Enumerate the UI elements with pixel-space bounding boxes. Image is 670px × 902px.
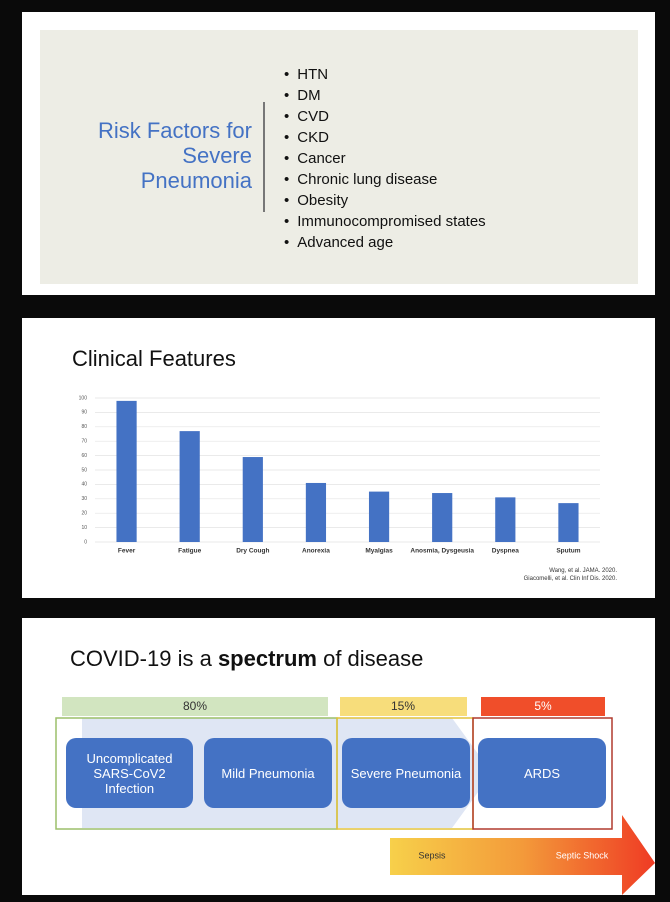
percent-label: 5% [534,699,552,713]
list-item: • Chronic lung disease [284,169,486,190]
bullet: • [284,234,290,251]
title-part: COVID-19 is a [70,646,218,671]
item-text: CVD [297,108,329,125]
bullet: • [284,213,290,230]
title-part: of disease [316,646,424,671]
bullet: • [284,66,290,83]
stage-box [204,738,332,808]
x-tick-label: Anorexia [302,548,330,555]
item-text: Immunocompromised states [297,213,486,230]
list-item: • Obesity [284,190,486,211]
spectrum-diagram: 80% 15% 5% Sepsis Septic Shock [55,697,655,895]
bar [305,482,327,542]
bar [558,503,579,542]
stage-box [478,738,606,808]
slide-title: COVID-19 is a spectrum of disease [70,646,423,672]
bullet: • [284,171,290,188]
slide-title: Risk Factors for Severe Pneumonia [97,118,252,193]
item-text: CKD [297,129,329,146]
item-text: HTN [297,66,329,83]
percent-bar [62,697,328,716]
x-tick-label: Fatigue [178,548,201,555]
bar [368,491,390,542]
bullet: • [284,150,290,167]
slide-3: COVID-19 is a spectrum of disease 80% 15… [22,618,655,895]
list-item: • HTN [284,64,486,85]
bar [116,400,137,542]
bar [495,497,516,542]
percent-bar [340,697,467,716]
item-list: • HTN • DM • CVD • CKD • Cancer • Chronic lung dise… [284,64,486,253]
x-tick-label: Fever [118,548,136,555]
x-tick-label: Dry Cough [236,548,269,555]
bullet: • [284,192,290,209]
list-item: • CKD [284,127,486,148]
percent-label: 80% [183,699,207,713]
x-tick-label: Sputum [556,548,580,555]
y-tick-label: 10 [81,525,87,531]
y-tick-label: 40 [81,482,87,488]
item-text: Obesity [297,192,349,209]
list-item: • Cancer [284,148,486,169]
bar [242,457,263,542]
y-tick-label: 50 [81,467,87,473]
percent-label: 15% [391,699,415,713]
item-text: Cancer [297,150,346,167]
bar [179,431,200,542]
y-tick-label: 80 [81,424,87,430]
arrow-label: Septic Shock [556,850,609,860]
bullet: • [284,87,290,104]
y-tick-label: 70 [81,439,87,445]
list-item: • CVD [284,106,486,127]
bar [432,493,453,542]
y-tick-label: 20 [81,511,87,517]
slide-panel [40,30,638,284]
sepsis-arrow [390,815,655,895]
bullet: • [284,129,290,146]
arrow-label: Sepsis [418,850,446,860]
y-tick-label: 100 [79,395,88,401]
percent-bar [481,697,605,716]
stage-label: Mild Pneumonia [221,765,315,781]
slide-title: Clinical Features [72,346,236,371]
slide-2: Clinical Features 0 10 20 30 40 50 60 70 80 90 100… [22,318,655,598]
slide-1: Risk Factors for Severe Pneumonia • HTN • D… [22,12,655,295]
stage-box [342,738,470,808]
group-outline [472,717,613,830]
stage-label: Uncomplicated SARS-CoV2 Infection [86,750,173,796]
list-item: • Advanced age [284,232,486,253]
y-tick-label: 30 [81,496,87,502]
chart: 0 10 20 30 40 50 60 70 80 90 100 Fever Fatigue Dry Co… [79,395,600,555]
item-text: Chronic lung disease [297,171,438,188]
divider [263,102,265,212]
y-tick-label: 90 [81,410,87,416]
y-tick-label: 60 [81,453,87,459]
title-bold: spectrum [217,646,317,671]
list-item: • Immunocompromised states [284,211,486,232]
item-text: Advanced age [297,234,394,251]
x-tick-label: Anosmia, Dysgeusia [410,548,474,555]
citations: Wang, et al. JAMA. 2020. Giacomelli, et … [524,567,617,583]
list-item: • DM [284,85,486,106]
stage-box [66,738,193,808]
citation: Giacomelli, et al. Clin Inf Dis. 2020. [523,576,617,582]
y-tick-label: 0 [84,539,87,545]
x-tick-label: Myalgias [365,548,393,555]
bullet: • [284,108,290,125]
citation: Wang, et al. JAMA. 2020. [549,568,617,574]
item-text: DM [297,87,321,104]
stage-label: ARDS [523,765,561,781]
x-tick-label: Dyspnea [492,548,519,555]
stage-label: Severe Pneumonia [350,765,462,781]
